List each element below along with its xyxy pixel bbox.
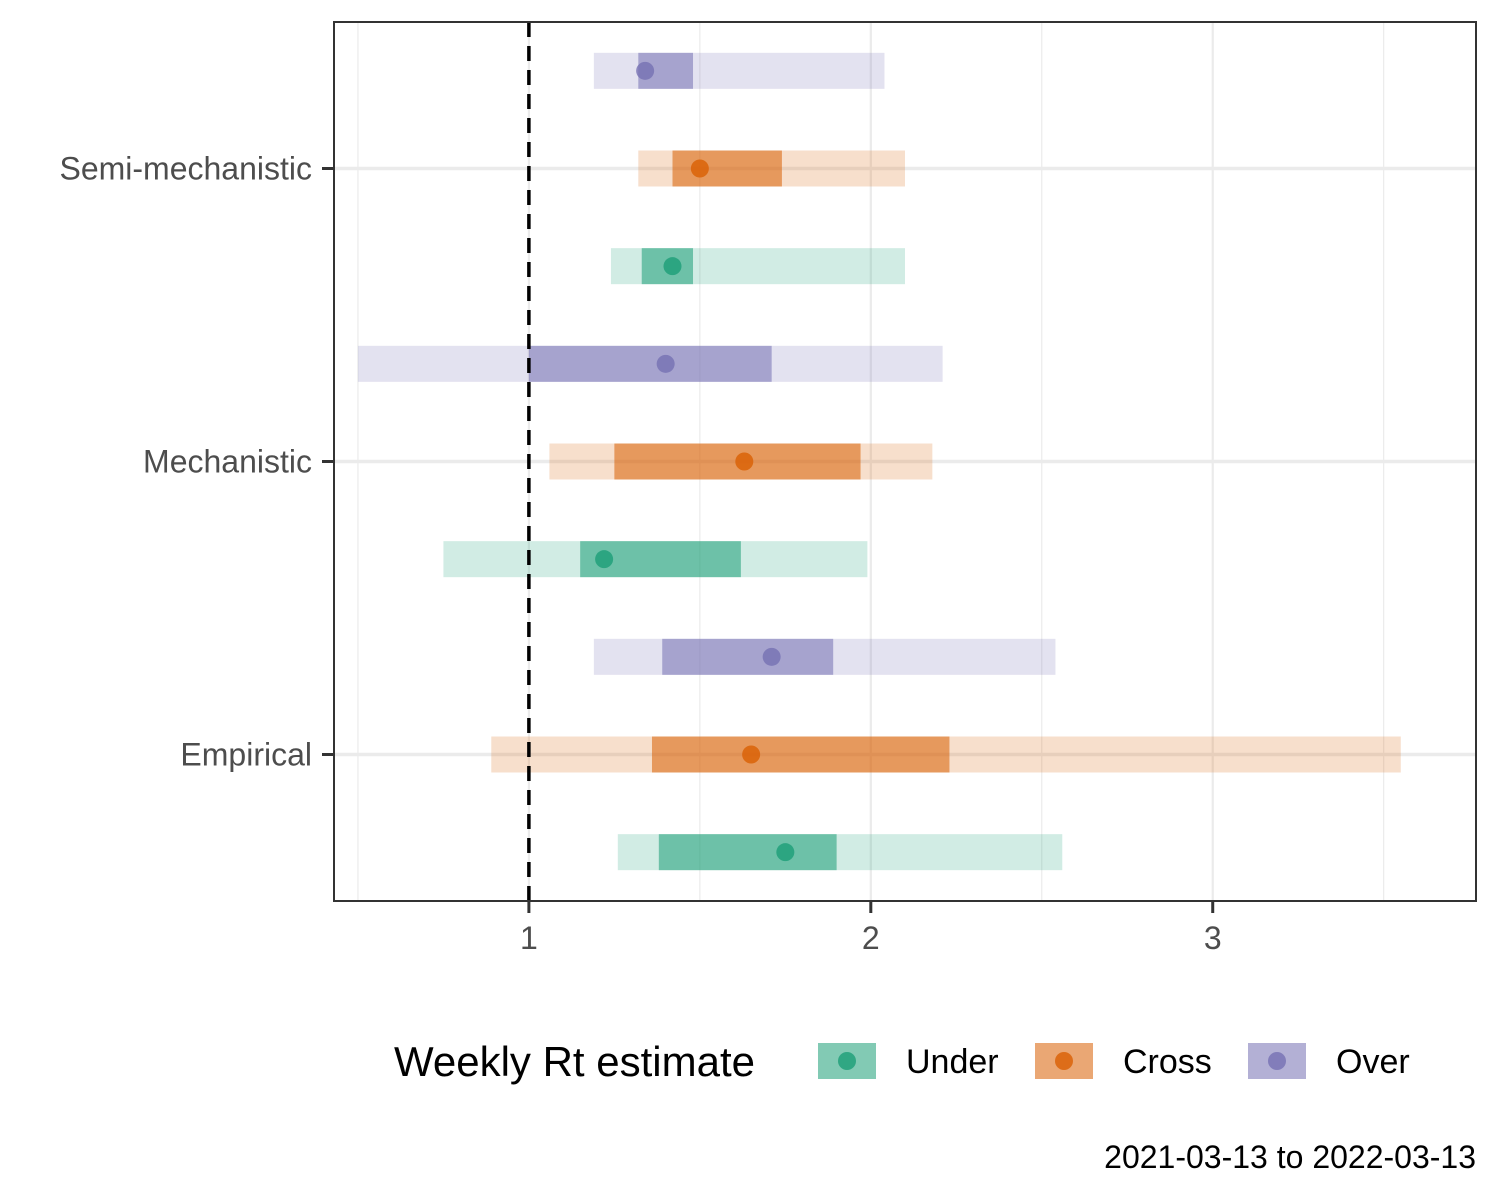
point-estimate-cross-empirical	[742, 745, 761, 764]
legend-key-point-over	[1268, 1052, 1286, 1070]
point-estimate-under-mechanistic	[595, 550, 614, 569]
axis-layer: Empirical Mechanistic Semi-mechanistic 1 2 3	[59, 151, 1221, 957]
legend-title: Weekly Rt estimate	[394, 1038, 755, 1085]
inner-interval-cross-semi-mechanistic	[672, 150, 782, 187]
x-tick-label: 1	[520, 920, 538, 956]
inner-interval-over-empirical	[662, 638, 834, 675]
point-estimate-over-empirical	[762, 647, 781, 666]
legend-label-cross: Cross	[1123, 1043, 1212, 1081]
legend-key-point-under	[838, 1052, 856, 1070]
date-range-caption: 2021-03-13 to 2022-03-13	[1104, 1139, 1476, 1175]
x-tick-label: 2	[862, 920, 880, 956]
legend: Weekly Rt estimate Under Cross Over	[394, 1038, 1410, 1085]
inner-interval-cross-empirical	[651, 736, 950, 773]
point-estimate-cross-mechanistic	[735, 452, 754, 471]
point-estimate-under-semi-mechanistic	[663, 257, 682, 276]
x-tick-label: 3	[1204, 920, 1222, 956]
point-estimate-under-empirical	[776, 843, 795, 862]
legend-key-point-cross	[1055, 1052, 1073, 1070]
inner-interval-over-mechanistic	[528, 345, 772, 382]
y-tick-label: Empirical	[180, 737, 312, 773]
point-estimate-over-semi-mechanistic	[636, 61, 655, 80]
y-tick-label: Mechanistic	[143, 444, 312, 480]
data-layer	[357, 52, 1401, 871]
inner-interval-under-empirical	[658, 834, 837, 871]
legend-label-over: Over	[1336, 1043, 1410, 1081]
y-tick-label: Semi-mechanistic	[59, 151, 312, 187]
point-estimate-cross-semi-mechanistic	[690, 159, 709, 178]
point-estimate-over-mechanistic	[656, 354, 675, 373]
legend-label-under: Under	[906, 1043, 999, 1081]
